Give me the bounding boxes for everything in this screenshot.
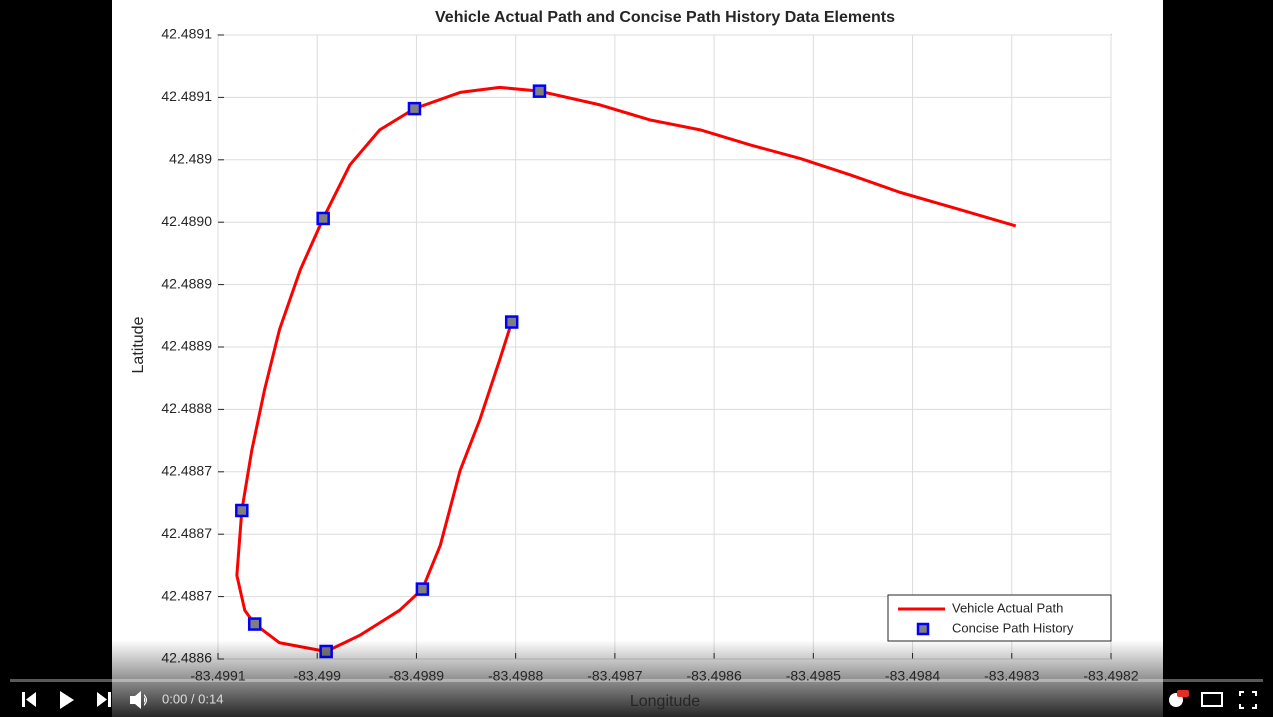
controls-gradient bbox=[0, 640, 1273, 717]
y-tick-label: 42.4891 bbox=[161, 26, 212, 42]
fullscreen-button[interactable] bbox=[1239, 691, 1257, 709]
time-display: 0:00 / 0:14 bbox=[162, 691, 223, 706]
x-tick-label: -83.4985 bbox=[786, 668, 841, 684]
y-tick-label: 42.489 bbox=[169, 151, 212, 167]
marker bbox=[504, 315, 519, 329]
marker bbox=[316, 211, 330, 226]
x-tick-label: -83.4983 bbox=[984, 668, 1039, 684]
legend-swatch bbox=[916, 622, 930, 636]
y-tick-label: 42.4889 bbox=[161, 338, 212, 354]
marker bbox=[247, 617, 262, 631]
y-tick-label: 42.4888 bbox=[161, 400, 212, 416]
y-tick-label: 42.4889 bbox=[161, 275, 212, 291]
progress-bar[interactable] bbox=[10, 679, 1263, 682]
chart: 42.488642.488742.488742.488742.488842.48… bbox=[161, 26, 1112, 666]
x-tick-label: -83.4984 bbox=[885, 668, 940, 684]
x-tick-label: -83.499 bbox=[293, 668, 341, 684]
x-tick-label: -83.4986 bbox=[686, 668, 741, 684]
legend-label: Concise Path History bbox=[952, 620, 1074, 635]
x-axis-label: Longitude bbox=[630, 693, 700, 710]
hd-badge bbox=[1177, 690, 1189, 697]
x-tick-label: -83.4982 bbox=[1083, 668, 1138, 684]
next-button[interactable] bbox=[97, 692, 111, 707]
y-tick-label: 42.4887 bbox=[161, 463, 212, 479]
marker bbox=[415, 582, 430, 596]
controls: 0:00 / 0:14 bbox=[22, 690, 1257, 709]
marker bbox=[235, 503, 249, 518]
volume-button[interactable] bbox=[130, 691, 147, 709]
x-tick-label: -83.4988 bbox=[488, 668, 543, 684]
x-tick-label: -83.4987 bbox=[587, 668, 642, 684]
x-tick-label: -83.4989 bbox=[389, 668, 444, 684]
path-line bbox=[235, 85, 1017, 654]
play-button[interactable] bbox=[60, 691, 74, 709]
y-tick-label: 42.4887 bbox=[161, 587, 212, 603]
y-tick-label: 42.4890 bbox=[161, 213, 212, 229]
y-axis-label: Latitude bbox=[130, 316, 147, 373]
x-tick-label: -83.4991 bbox=[190, 668, 245, 684]
marker bbox=[532, 84, 547, 98]
theater-button[interactable] bbox=[1201, 692, 1223, 707]
previous-button[interactable] bbox=[22, 692, 36, 707]
legend-label: Vehicle Actual Path bbox=[952, 600, 1063, 615]
y-tick-label: 42.4891 bbox=[161, 88, 212, 104]
chart-title: Vehicle Actual Path and Concise Path His… bbox=[435, 9, 895, 26]
y-tick-label: 42.4887 bbox=[161, 525, 212, 541]
marker bbox=[407, 101, 422, 116]
